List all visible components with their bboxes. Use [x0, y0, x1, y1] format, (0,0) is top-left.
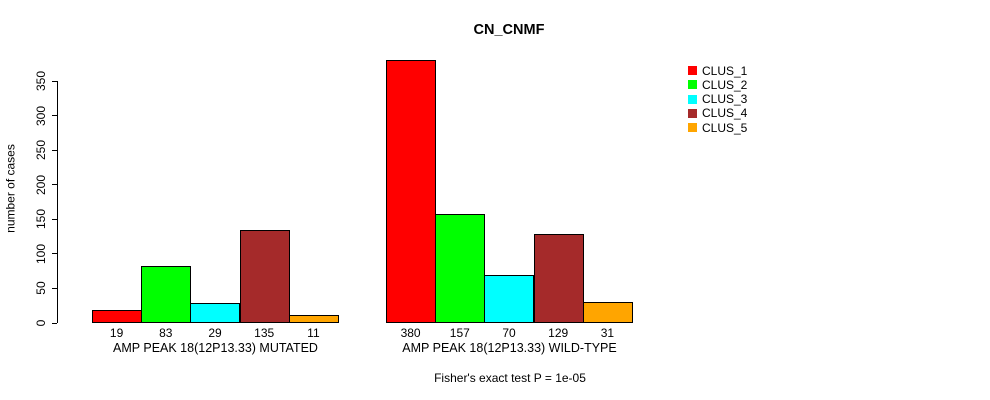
bar-clus_2-wild-type	[435, 214, 485, 323]
bar-value-label: 157	[449, 326, 470, 340]
bar-value-label: 19	[109, 326, 124, 340]
bar-clus_3-wild-type	[484, 274, 534, 323]
bar-value-label: 129	[548, 326, 569, 340]
y-tick-label: 150	[34, 209, 48, 230]
legend-item-clus_2: CLUS_2	[688, 78, 747, 92]
legend-swatch-icon	[688, 80, 697, 90]
legend-label: CLUS_2	[702, 77, 748, 92]
y-tick	[52, 253, 57, 255]
group-label-wild-type: AMP PEAK 18(12P13.33) WILD-TYPE	[402, 341, 617, 355]
y-tick	[52, 80, 57, 82]
chart-title: CN_CNMF	[473, 22, 545, 38]
y-tick-label: 100	[34, 243, 48, 264]
legend-swatch-icon	[688, 66, 697, 75]
bar-clus_3-mutated	[190, 302, 240, 323]
y-tick	[52, 218, 57, 220]
legend-label: CLUS_1	[702, 63, 748, 78]
bar-value-label: 83	[159, 326, 173, 340]
y-axis-title: number of cases	[3, 144, 18, 233]
legend-item-clus_4: CLUS_4	[688, 106, 747, 120]
bar-value-label: 29	[208, 326, 222, 340]
bar-clus_1-wild-type	[386, 60, 436, 323]
bar-value-label: 135	[254, 326, 275, 340]
legend-label: CLUS_5	[702, 120, 748, 135]
legend-label: CLUS_4	[702, 106, 748, 121]
bar-clus_2-mutated	[141, 265, 191, 323]
bar-clus_5-wild-type	[583, 301, 633, 323]
bar-clus_5-mutated	[289, 315, 339, 323]
y-axis-line	[57, 81, 58, 323]
legend-item-clus_1: CLUS_1	[688, 64, 747, 78]
y-tick	[52, 115, 57, 117]
bar-clus_1-mutated	[92, 309, 142, 323]
legend-item-clus_3: CLUS_3	[688, 92, 747, 106]
y-tick	[52, 149, 57, 151]
bar-clus_4-mutated	[240, 229, 290, 323]
y-tick-label: 300	[34, 105, 48, 126]
y-tick	[52, 184, 57, 186]
bar-clus_4-wild-type	[534, 233, 584, 323]
bar-value-label: 11	[307, 326, 320, 340]
legend-swatch-icon	[688, 108, 697, 118]
y-tick	[52, 322, 57, 324]
bar-value-label: 31	[600, 326, 615, 340]
legend-item-clus_5: CLUS_5	[688, 121, 747, 135]
y-tick	[52, 287, 57, 289]
bar-value-label: 70	[502, 326, 516, 340]
fisher-test-footnote: Fisher's exact test P = 1e-05	[434, 371, 586, 385]
bar-value-label: 380	[400, 326, 421, 340]
legend-label: CLUS_3	[702, 92, 748, 107]
y-tick-label: 0	[34, 319, 48, 327]
y-tick-label: 50	[34, 281, 48, 296]
legend-swatch-icon	[688, 123, 697, 133]
y-tick-label: 200	[34, 174, 48, 195]
y-tick-label: 350	[34, 70, 48, 92]
y-tick-label: 250	[34, 140, 48, 161]
legend-swatch-icon	[688, 94, 697, 104]
group-label-mutated: AMP PEAK 18(12P13.33) MUTATED	[113, 341, 318, 355]
